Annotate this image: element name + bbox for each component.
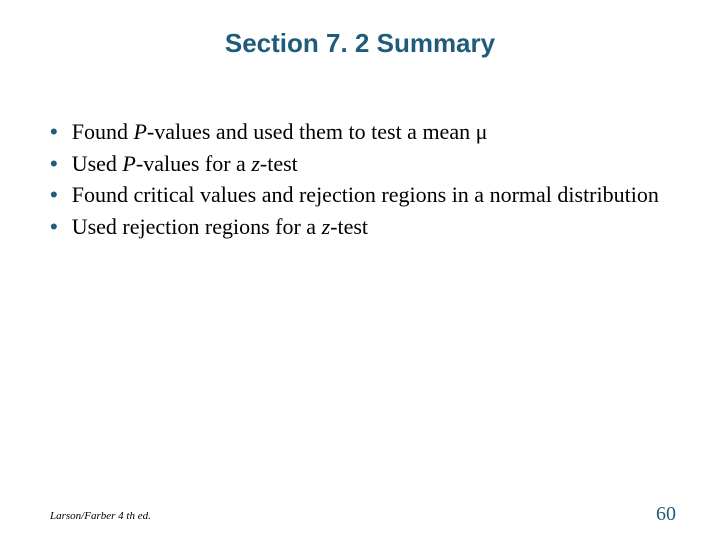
bullet-text: Used P-values for a z-test bbox=[72, 149, 670, 179]
page-number: 60 bbox=[656, 503, 676, 526]
list-item: • Found critical values and rejection re… bbox=[50, 180, 670, 210]
bullet-text: Used rejection regions for a z-test bbox=[72, 212, 670, 242]
bullet-list: • Found P-values and used them to test a… bbox=[50, 117, 670, 242]
bullet-icon: • bbox=[50, 149, 58, 179]
bullet-icon: • bbox=[50, 212, 58, 242]
slide: Section 7. 2 Summary • Found P-values an… bbox=[0, 0, 720, 540]
list-item: • Used rejection regions for a z-test bbox=[50, 212, 670, 242]
footer-citation: Larson/Farber 4 th ed. bbox=[50, 510, 151, 522]
bullet-text: Found critical values and rejection regi… bbox=[72, 180, 670, 210]
bullet-icon: • bbox=[50, 117, 58, 147]
slide-title: Section 7. 2 Summary bbox=[50, 28, 670, 59]
bullet-icon: • bbox=[50, 180, 58, 210]
bullet-text: Found P-values and used them to test a m… bbox=[72, 117, 670, 147]
list-item: • Used P-values for a z-test bbox=[50, 149, 670, 179]
list-item: • Found P-values and used them to test a… bbox=[50, 117, 670, 147]
